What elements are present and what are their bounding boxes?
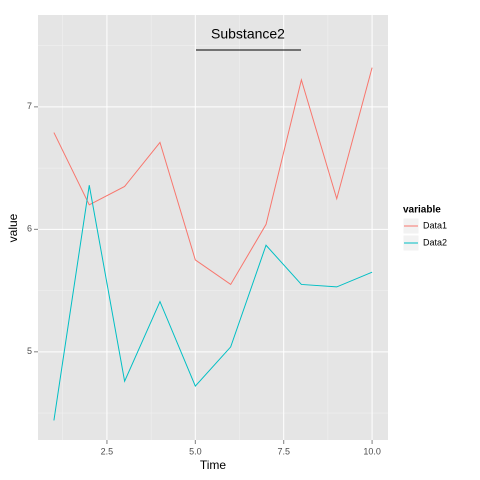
lines <box>53 67 373 421</box>
data-line <box>53 67 373 286</box>
data-line <box>53 185 373 421</box>
y-tick-label: 7 <box>27 101 32 111</box>
x-tick-label: 2.5 <box>101 446 114 456</box>
legend-label: Data1 <box>423 220 447 230</box>
legend-label: Data2 <box>423 237 447 247</box>
x-tick-label: 7.5 <box>277 446 290 456</box>
panel <box>38 15 388 440</box>
legend-title: variable <box>403 205 441 216</box>
x-tick-label: 10.0 <box>363 446 381 456</box>
x-axis-title: Time <box>200 458 227 472</box>
chart-title: Substance2 <box>211 26 285 42</box>
y-axis-title: value <box>6 213 20 242</box>
y-tick-label: 6 <box>27 224 32 234</box>
grid <box>38 15 388 440</box>
y-tick-label: 5 <box>27 346 32 356</box>
x-tick-label: 5.0 <box>189 446 202 456</box>
